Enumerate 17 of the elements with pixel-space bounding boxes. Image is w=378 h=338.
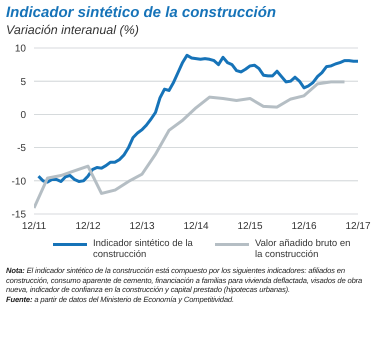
legend-label: Indicador sintético de la construcción [93,238,193,260]
chart-subtitle: Variación interanual (%) [6,22,140,38]
x-tick-label: 12/13 [129,221,155,232]
y-tick-label: 0 [20,110,26,121]
y-tick-label: -10 [12,176,26,188]
x-tick-label: 12/16 [291,221,317,232]
y-tick-label: 10 [14,44,26,55]
y-tick-label: -5 [17,143,26,154]
x-tick-label: 12/11 [22,221,47,232]
x-tick-label: 12/17 [345,221,371,232]
legend-label: Valor añadido bruto en la construcción [255,238,352,260]
chart-title: Indicador sintético de la construcción [6,4,278,22]
x-tick-label: 12/14 [183,221,209,232]
x-tick-label: 12/15 [237,221,263,232]
x-tick-label: 12/12 [75,221,101,232]
y-tick-label: 5 [20,76,26,88]
y-tick-label: -15 [12,210,26,221]
